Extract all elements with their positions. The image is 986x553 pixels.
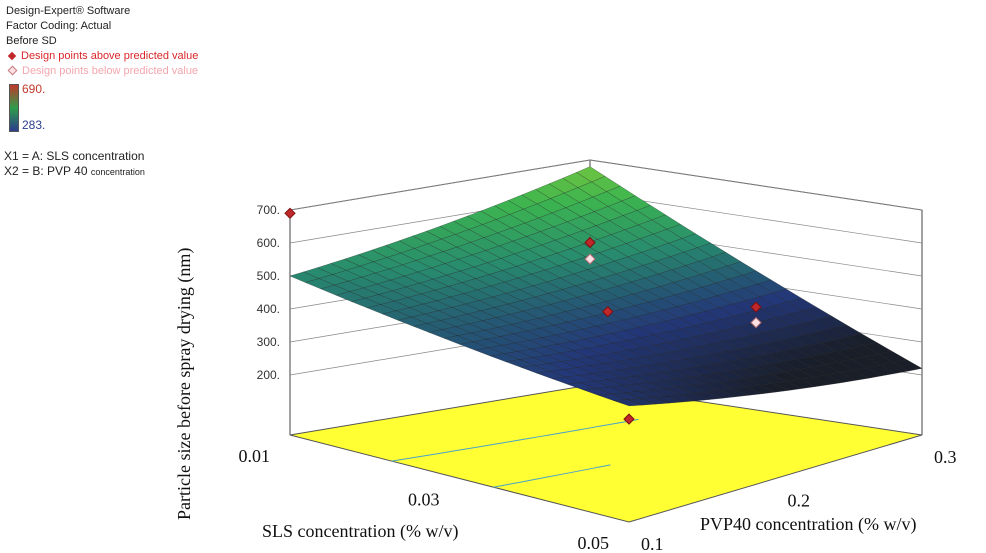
- contour-line: [493, 464, 611, 488]
- design-point-above: [750, 301, 762, 313]
- color-scale-bar: [9, 84, 19, 132]
- design-point-above: [602, 305, 614, 318]
- design-point-below: [750, 316, 762, 329]
- factor-list: X1 = A: SLS concentration X2 = B: PVP 40…: [4, 149, 145, 180]
- design-points: [284, 207, 762, 425]
- z-axis-label: Particle size before spray drying (nm): [174, 248, 195, 520]
- contour-line: [391, 418, 639, 462]
- x-axis-label: SLS concentration (% w/v): [262, 521, 458, 542]
- factor-x1: X1 = A: SLS concentration: [4, 149, 145, 163]
- color-scale-max: 690.: [22, 82, 46, 96]
- x-tick-label: 0.01: [239, 446, 271, 466]
- z-tick-label: 400.: [257, 302, 280, 316]
- response-surface: [289, 166, 923, 407]
- software-label: Design-Expert® Software: [6, 5, 131, 17]
- design-point-above: [623, 413, 635, 425]
- contour-floor: [289, 384, 923, 523]
- design-point-below: [584, 253, 596, 265]
- design-point-above: [284, 207, 296, 220]
- factor-coding-label: Factor Coding: Actual: [6, 20, 112, 32]
- x-tick-label: 0.03: [408, 490, 440, 510]
- z-tick-label: 300.: [257, 335, 280, 349]
- z-tick-label: 700.: [257, 203, 280, 217]
- legend-below-label: Design points below predicted value: [22, 65, 199, 77]
- tick-labels: 200. 300. 400. 500. 600. 700. 0.01 0.03 0.05 0.1 0…: [239, 203, 957, 553]
- factor-x2-small: concentration: [90, 167, 145, 177]
- z-tick-label: 600.: [257, 236, 280, 250]
- legend-above: Design points above predicted value: [6, 49, 198, 64]
- y-tick-label: 0.1: [641, 534, 664, 553]
- surface-cell: [613, 399, 643, 407]
- factor-x2-main: X2 = B: PVP 40: [4, 164, 88, 178]
- legend-above-label: Design points above predicted value: [21, 50, 199, 62]
- factor-x2: X2 = B: PVP 40 concentration: [4, 164, 145, 180]
- floor-plane: [289, 384, 923, 523]
- z-tick-label: 200.: [257, 368, 280, 382]
- design-point-above: [584, 236, 596, 249]
- z-tick-label: 500.: [257, 269, 280, 283]
- y-axis-label: PVP40 concentration (% w/v): [700, 514, 916, 535]
- legend: Design-Expert® Software Factor Coding: A…: [6, 4, 198, 79]
- y-tick-label: 0.2: [788, 491, 811, 511]
- grid-line: [289, 159, 923, 211]
- color-scale-min: 283.: [22, 118, 46, 132]
- response-label: Before SD: [6, 35, 57, 47]
- x-tick-label: 0.05: [578, 533, 610, 553]
- legend-below: Design points below predicted value: [6, 64, 198, 79]
- y-tick-label: 0.3: [934, 447, 957, 467]
